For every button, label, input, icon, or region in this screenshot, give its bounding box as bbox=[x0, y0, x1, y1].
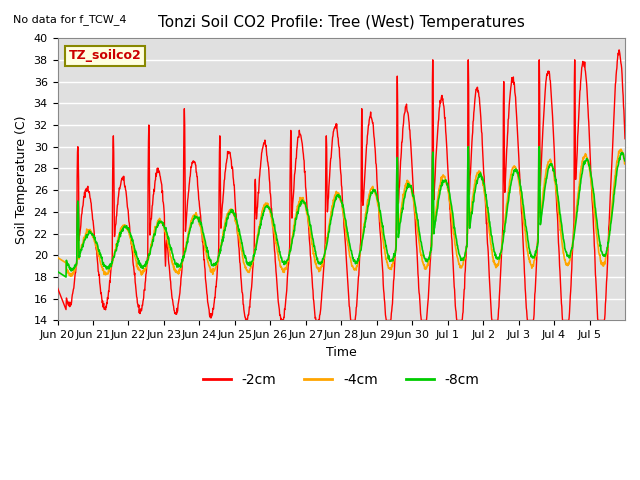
-4cm bbox=[67, 273, 75, 279]
-4cm bbox=[327, 213, 335, 219]
-4cm bbox=[316, 268, 324, 274]
-2cm bbox=[615, 47, 623, 53]
Title: Tonzi Soil CO2 Profile: Tree (West) Temperatures: Tonzi Soil CO2 Profile: Tree (West) Temp… bbox=[158, 15, 525, 30]
-8cm bbox=[62, 274, 70, 280]
-2cm bbox=[316, 312, 324, 317]
-8cm bbox=[559, 231, 567, 237]
-8cm bbox=[614, 162, 622, 168]
-2cm bbox=[614, 50, 622, 56]
-2cm bbox=[559, 318, 566, 324]
-8cm bbox=[327, 217, 335, 223]
-4cm bbox=[614, 154, 622, 159]
-2cm bbox=[54, 285, 61, 291]
-2cm bbox=[621, 136, 629, 142]
-4cm bbox=[143, 262, 150, 267]
-8cm bbox=[143, 261, 150, 267]
Line: -2cm: -2cm bbox=[58, 50, 625, 321]
-2cm bbox=[143, 270, 150, 276]
-8cm bbox=[54, 269, 61, 275]
-4cm bbox=[476, 170, 483, 176]
Legend: -2cm, -4cm, -8cm: -2cm, -4cm, -8cm bbox=[197, 368, 485, 393]
-4cm bbox=[54, 254, 61, 260]
-2cm bbox=[243, 318, 251, 324]
-4cm bbox=[617, 146, 625, 152]
Text: No data for f_TCW_4: No data for f_TCW_4 bbox=[13, 14, 126, 25]
-8cm bbox=[476, 172, 484, 178]
-2cm bbox=[476, 95, 483, 100]
Text: TZ_soilco2: TZ_soilco2 bbox=[69, 49, 141, 62]
-4cm bbox=[559, 244, 566, 250]
Line: -4cm: -4cm bbox=[58, 149, 625, 276]
-2cm bbox=[327, 156, 335, 161]
-4cm bbox=[621, 160, 629, 166]
Line: -8cm: -8cm bbox=[58, 147, 625, 277]
-8cm bbox=[316, 261, 324, 267]
-8cm bbox=[621, 158, 629, 164]
Y-axis label: Soil Temperature (C): Soil Temperature (C) bbox=[15, 115, 28, 243]
X-axis label: Time: Time bbox=[326, 346, 356, 359]
-8cm bbox=[465, 144, 472, 150]
